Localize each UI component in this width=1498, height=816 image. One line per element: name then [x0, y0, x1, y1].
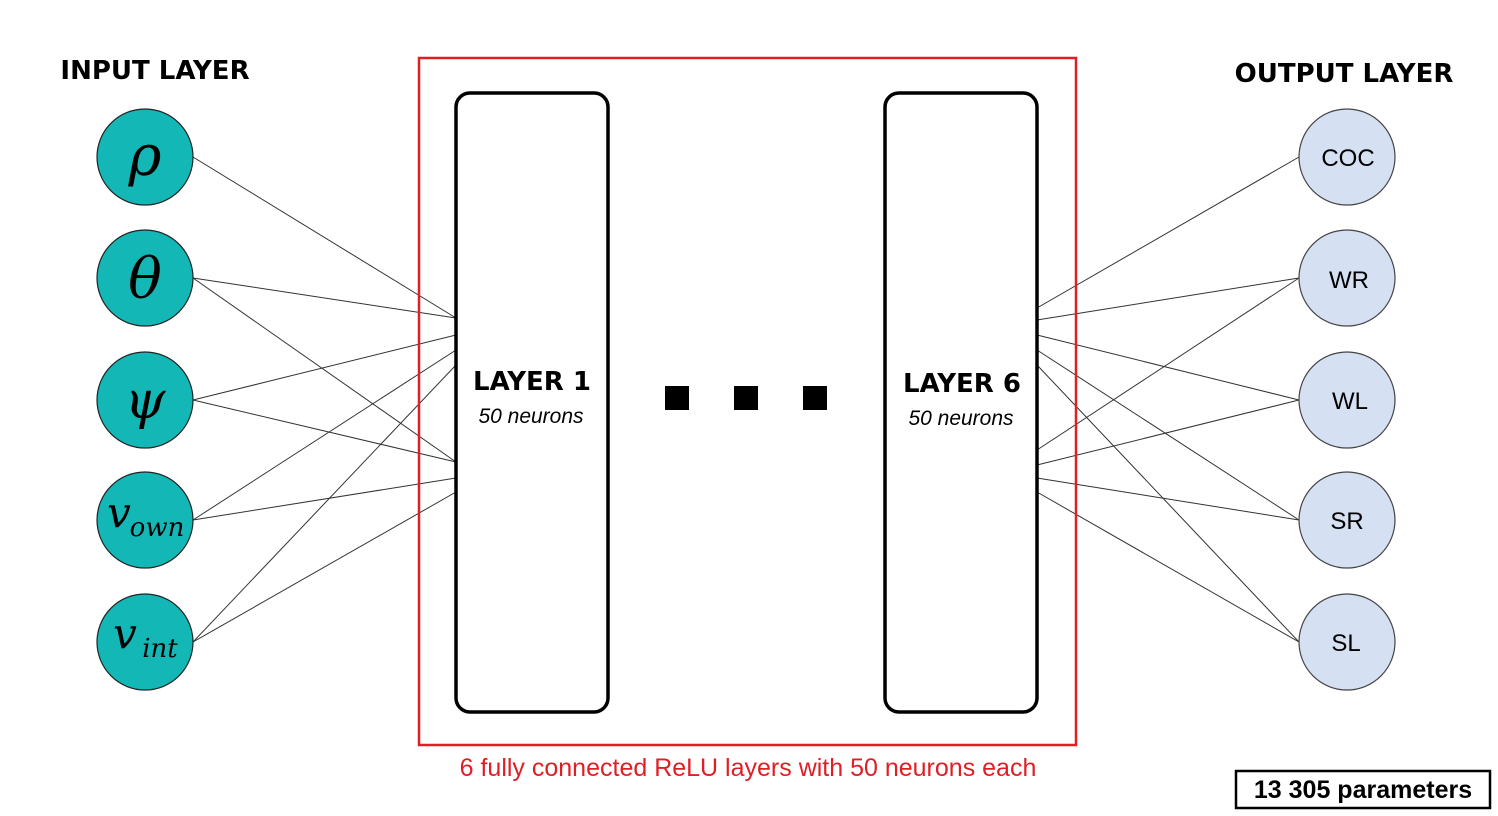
- parameter-count-text: 13 305 parameters: [1254, 776, 1472, 804]
- connection-line: [1036, 277, 1300, 451]
- connection-line: [1036, 156, 1300, 309]
- input-layer-title: INPUT LAYER: [60, 56, 249, 86]
- output-node-label: WR: [1329, 267, 1369, 294]
- output-connections: [1036, 156, 1300, 643]
- hidden-layers-frame: [417, 56, 1078, 747]
- connection-line: [1036, 277, 1300, 321]
- output-node-sl: SL: [1298, 593, 1396, 691]
- hidden-layers-caption: 6 fully connected ReLU layers with 50 ne…: [460, 754, 1037, 782]
- input-node-label: v: [107, 488, 131, 537]
- connection-line: [192, 399, 457, 463]
- input-node-v-int: v int: [96, 593, 194, 691]
- input-node-psi: ψ: [96, 351, 194, 449]
- output-node-label: WL: [1332, 388, 1368, 415]
- output-node-sr: SR: [1298, 471, 1396, 569]
- output-node-coc: COC: [1298, 108, 1396, 206]
- output-node-label: SL: [1331, 630, 1360, 657]
- output-node-label: SR: [1330, 508, 1363, 535]
- output-node-wr: WR: [1298, 229, 1396, 327]
- input-node-v-own: v own: [96, 471, 194, 569]
- input-node-subscript: own: [130, 513, 185, 543]
- output-nodes: COC WR WL SR SL: [1298, 108, 1396, 691]
- input-node-theta: θ: [96, 229, 194, 327]
- connection-line: [1036, 399, 1300, 466]
- parameter-count: 13 305 parameters: [1234, 769, 1492, 810]
- output-node-wl: WL: [1298, 351, 1396, 449]
- connection-line: [192, 349, 457, 521]
- connection-line: [192, 491, 457, 643]
- connection-line: [1036, 491, 1300, 643]
- input-node-label: ψ: [125, 371, 167, 431]
- input-nodes: ρ θ ψ v own v int: [96, 108, 194, 691]
- connection-line: [1036, 477, 1300, 521]
- ellipsis-square: [665, 386, 689, 410]
- ellipsis-square: [803, 386, 827, 410]
- connection-line: [192, 156, 457, 319]
- layer-1-title: LAYER 1: [473, 367, 591, 397]
- connection-line: [1036, 334, 1300, 401]
- ellipsis-square: [734, 386, 758, 410]
- layer-6-title: LAYER 6: [903, 369, 1021, 399]
- hidden-layer-6: LAYER 6 50 neurons: [883, 91, 1039, 714]
- ellipsis-squares: [665, 386, 827, 410]
- input-node-rho: ρ: [96, 108, 194, 206]
- hidden-layer-1: LAYER 1 50 neurons: [454, 91, 610, 714]
- connection-line: [192, 277, 457, 463]
- connection-line: [192, 334, 457, 401]
- connection-line: [192, 364, 457, 643]
- output-node-label: COC: [1321, 145, 1374, 172]
- input-node-label: θ: [128, 247, 162, 312]
- connection-line: [192, 477, 457, 521]
- connection-line: [192, 277, 457, 319]
- input-node-subscript: int: [142, 634, 178, 664]
- connection-line: [1036, 364, 1300, 643]
- output-layer-title: OUTPUT LAYER: [1235, 59, 1454, 89]
- connection-line: [1036, 349, 1300, 521]
- input-connections: [192, 156, 457, 643]
- input-node-label: v: [113, 609, 137, 658]
- layer-6-subtitle: 50 neurons: [908, 407, 1014, 430]
- layer-1-subtitle: 50 neurons: [478, 405, 584, 428]
- input-node-label: ρ: [128, 124, 162, 189]
